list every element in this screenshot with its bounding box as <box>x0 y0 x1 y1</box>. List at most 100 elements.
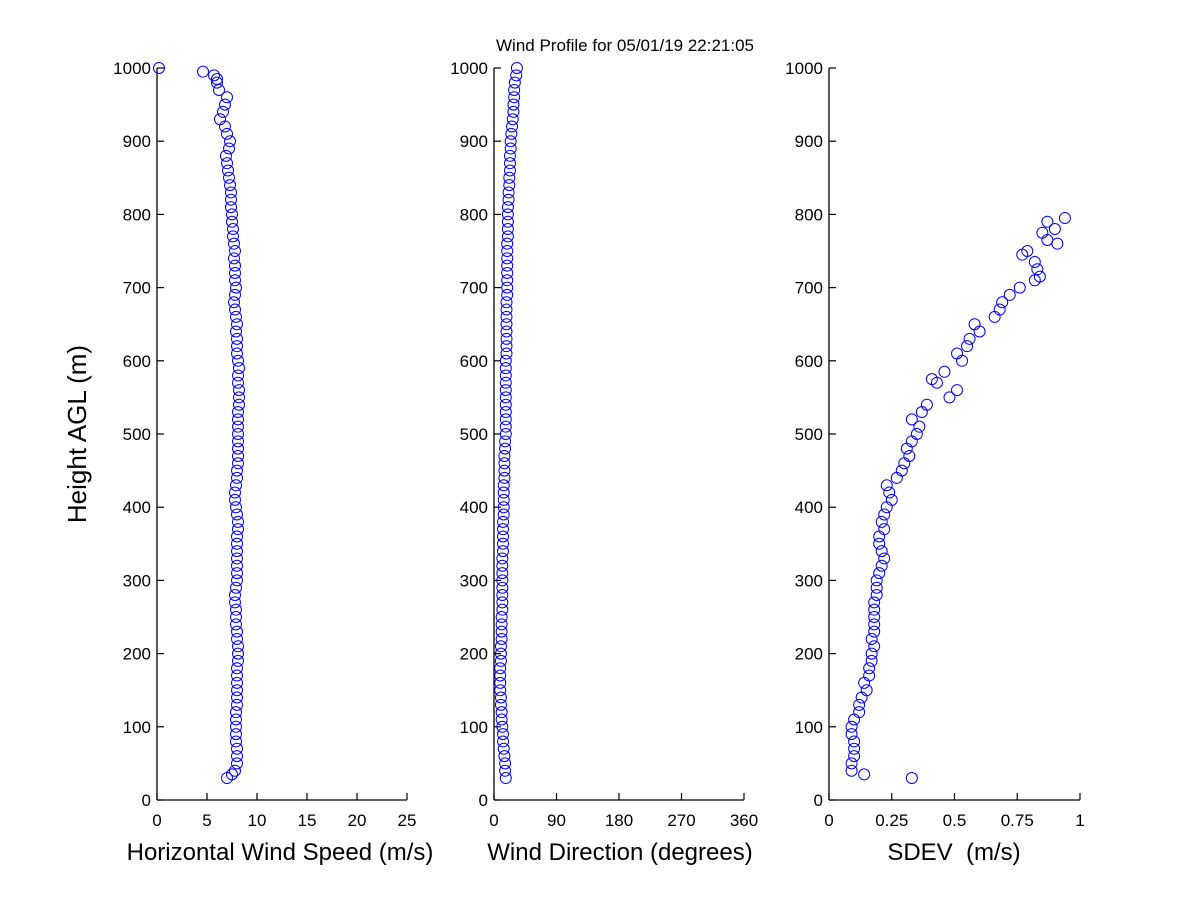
x-tick-label: 1 <box>1075 811 1084 830</box>
data-point <box>501 230 514 243</box>
data-point <box>506 113 519 126</box>
data-point <box>231 698 243 711</box>
data-point <box>868 596 881 609</box>
data-point <box>221 157 233 170</box>
y-tick-label: 300 <box>123 571 151 590</box>
data-point <box>508 83 521 96</box>
data-point <box>230 325 242 338</box>
data-point <box>231 684 243 697</box>
data-point <box>499 376 512 389</box>
data-point <box>499 413 512 426</box>
data-point <box>507 105 520 118</box>
data-point <box>499 391 512 404</box>
data-point <box>848 742 861 755</box>
data-point <box>499 435 512 448</box>
x-tick-label: 0.75 <box>1001 811 1034 830</box>
data-point <box>494 654 507 667</box>
y-tick-label: 600 <box>123 352 151 371</box>
data-point <box>229 303 241 316</box>
data-point <box>510 69 523 82</box>
data-point <box>499 772 512 785</box>
data-point <box>217 105 229 118</box>
data-point <box>231 625 243 638</box>
y-tick-label: 600 <box>795 352 823 371</box>
data-point <box>230 581 242 594</box>
data-point <box>211 72 223 85</box>
data-point <box>494 676 507 689</box>
data-point <box>501 208 514 221</box>
data-point <box>197 65 209 78</box>
data-point <box>231 545 243 558</box>
data-point <box>499 757 512 770</box>
y-tick-label: 300 <box>795 571 823 590</box>
data-point <box>502 186 515 199</box>
data-point <box>504 142 517 155</box>
data-point <box>898 457 911 470</box>
data-point <box>230 479 242 492</box>
data-point <box>498 464 511 477</box>
data-point <box>226 768 238 781</box>
data-point <box>225 193 237 206</box>
data-point <box>221 127 233 140</box>
data-point <box>229 764 241 777</box>
data-point <box>495 618 508 631</box>
data-point <box>499 384 512 397</box>
data-point <box>895 464 908 477</box>
data-point <box>497 530 510 543</box>
data-point <box>497 728 510 741</box>
y-tick-label: 500 <box>460 425 488 444</box>
data-point <box>880 501 893 514</box>
data-point <box>501 281 514 294</box>
data-point <box>868 625 881 638</box>
data-point <box>231 691 243 704</box>
data-point <box>233 384 245 397</box>
data-point <box>496 559 509 572</box>
y-tick-label: 700 <box>795 279 823 298</box>
data-point <box>497 742 510 755</box>
data-point <box>231 552 243 565</box>
data-point <box>868 611 881 623</box>
data-point <box>500 296 513 309</box>
data-point <box>870 581 883 594</box>
data-point <box>1058 212 1071 225</box>
data-point <box>499 369 512 382</box>
data-point <box>500 340 513 353</box>
y-tick-label: 200 <box>123 645 151 664</box>
data-point <box>231 742 243 755</box>
data-point <box>501 223 514 236</box>
y-tick-label: 400 <box>795 498 823 517</box>
data-point <box>1028 255 1041 268</box>
panel-wind-direction: 0 100 200 300 400 500 600 700 800 900 1000 0 90 180 27… <box>450 59 758 830</box>
data-point <box>1041 215 1054 228</box>
data-point <box>233 362 245 375</box>
data-point <box>496 589 509 602</box>
x-axis-label-wind-direction: Wind Direction (degrees) <box>487 839 752 866</box>
data-point <box>868 603 881 616</box>
data-point <box>231 464 243 477</box>
data-point <box>845 720 858 733</box>
data-point <box>873 530 886 543</box>
data-point <box>498 471 511 484</box>
data-point <box>951 347 964 360</box>
data-point <box>499 442 512 455</box>
data-point <box>225 201 237 214</box>
data-point <box>229 589 241 602</box>
data-point <box>228 296 240 309</box>
y-tick-label: 100 <box>123 718 151 737</box>
data-point <box>494 684 507 697</box>
data-point <box>870 574 883 587</box>
data-point <box>1051 237 1064 250</box>
data-point <box>229 266 241 279</box>
data-point <box>501 237 514 250</box>
data-point <box>913 420 926 433</box>
data-point <box>868 640 881 653</box>
y-tick-label: 0 <box>814 791 823 810</box>
y-tick-label: 100 <box>460 718 488 737</box>
data-point <box>232 420 244 433</box>
data-point <box>496 596 509 609</box>
data-point <box>231 508 243 521</box>
data-point <box>865 654 878 667</box>
data-point <box>968 318 981 331</box>
y-tick-label: 700 <box>123 279 151 298</box>
